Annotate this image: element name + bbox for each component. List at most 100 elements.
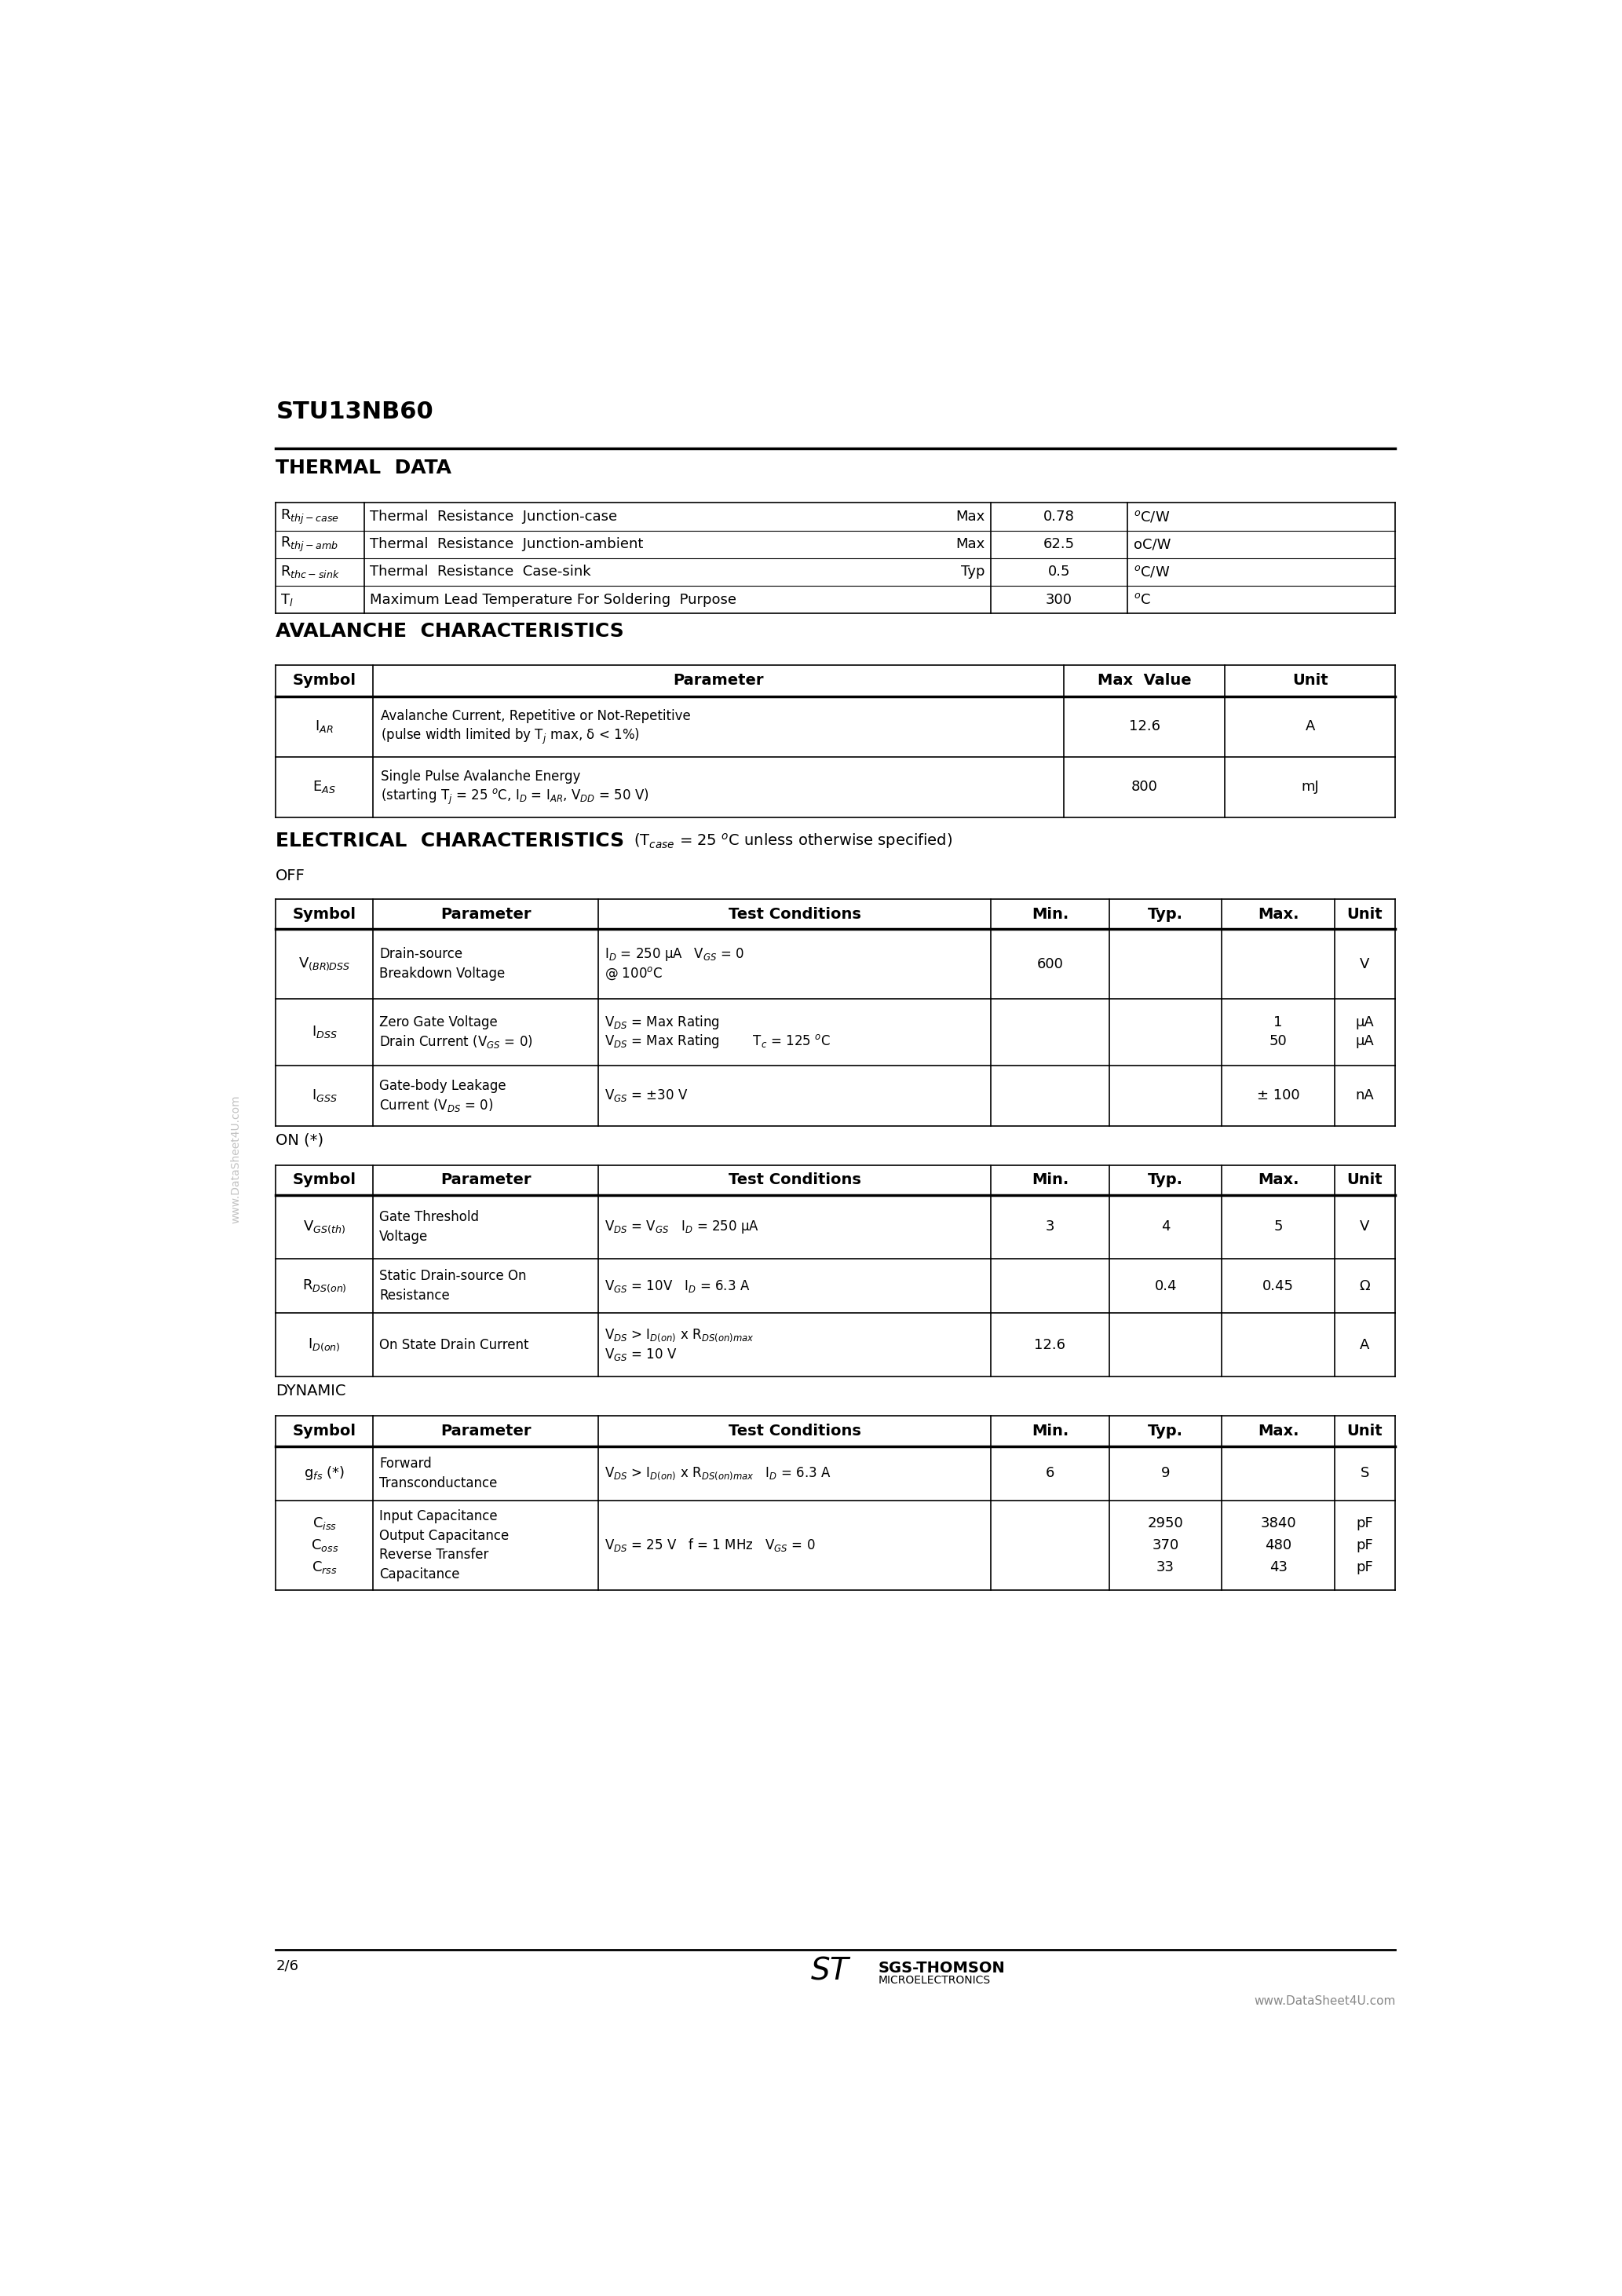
- Text: 600: 600: [1036, 957, 1064, 971]
- Text: Unit: Unit: [1346, 1173, 1384, 1187]
- Text: Unit: Unit: [1346, 907, 1384, 921]
- Text: Typ.: Typ.: [1148, 1173, 1184, 1187]
- Text: (pulse width limited by T$_j$ max, δ < 1%): (pulse width limited by T$_j$ max, δ < 1…: [381, 728, 639, 746]
- Text: I$_{GSS}$: I$_{GSS}$: [311, 1088, 337, 1104]
- Text: Parameter: Parameter: [440, 1173, 530, 1187]
- Text: V$_{GS}$ = 10V   I$_D$ = 6.3 A: V$_{GS}$ = 10V I$_D$ = 6.3 A: [605, 1279, 749, 1293]
- Text: 2950: 2950: [1148, 1515, 1184, 1531]
- Text: V$_{DS}$ = Max Rating: V$_{DS}$ = Max Rating: [605, 1013, 720, 1031]
- Text: Max  Value: Max Value: [1098, 673, 1191, 689]
- Text: R$_{thj-amb}$: R$_{thj-amb}$: [281, 535, 339, 553]
- Text: C$_{rss}$: C$_{rss}$: [311, 1559, 337, 1575]
- Text: V: V: [1359, 1219, 1369, 1233]
- Text: V$_{DS}$ = Max Rating        T$_c$ = 125 $^o$C: V$_{DS}$ = Max Rating T$_c$ = 125 $^o$C: [605, 1033, 830, 1049]
- Text: C$_{iss}$: C$_{iss}$: [311, 1515, 337, 1531]
- Text: ± 100: ± 100: [1257, 1088, 1299, 1102]
- Text: Parameter: Parameter: [673, 673, 764, 689]
- Text: I$_{D(on)}$: I$_{D(on)}$: [308, 1336, 341, 1352]
- Text: Symbol: Symbol: [292, 673, 357, 689]
- Text: THERMAL  DATA: THERMAL DATA: [276, 459, 451, 478]
- Text: Max.: Max.: [1257, 1424, 1299, 1437]
- Text: STU13NB60: STU13NB60: [276, 400, 433, 422]
- Text: Test Conditions: Test Conditions: [728, 907, 861, 921]
- Text: Output Capacitance: Output Capacitance: [380, 1529, 509, 1543]
- Text: 2/6: 2/6: [276, 1958, 298, 1972]
- Text: www.DataSheet4U.com: www.DataSheet4U.com: [1254, 1995, 1395, 2007]
- Text: 9: 9: [1161, 1467, 1169, 1481]
- Text: R$_{DS(on)}$: R$_{DS(on)}$: [302, 1279, 347, 1295]
- Text: Static Drain-source On: Static Drain-source On: [380, 1270, 527, 1283]
- Text: 300: 300: [1046, 592, 1072, 606]
- Text: 62.5: 62.5: [1043, 537, 1075, 551]
- Text: Maximum Lead Temperature For Soldering  Purpose: Maximum Lead Temperature For Soldering P…: [370, 592, 736, 606]
- Text: R$_{thc-sink}$: R$_{thc-sink}$: [281, 565, 341, 581]
- Text: $^o$C/W: $^o$C/W: [1134, 565, 1169, 579]
- Text: V: V: [1359, 957, 1369, 971]
- Text: V$_{GS(th)}$: V$_{GS(th)}$: [303, 1219, 345, 1235]
- Text: Symbol: Symbol: [292, 907, 357, 921]
- Text: S: S: [1361, 1467, 1369, 1481]
- Text: nA: nA: [1356, 1088, 1374, 1102]
- Text: V$_{(BR)DSS}$: V$_{(BR)DSS}$: [298, 955, 350, 971]
- Text: Input Capacitance: Input Capacitance: [380, 1508, 498, 1522]
- Text: pF: pF: [1356, 1538, 1374, 1552]
- Text: Min.: Min.: [1032, 1424, 1069, 1437]
- Text: Zero Gate Voltage: Zero Gate Voltage: [380, 1015, 498, 1029]
- Text: 43: 43: [1268, 1559, 1288, 1575]
- Text: μA: μA: [1356, 1035, 1374, 1049]
- Text: V$_{DS}$ > I$_{D(on)}$ x R$_{DS(on)max}$   I$_D$ = 6.3 A: V$_{DS}$ > I$_{D(on)}$ x R$_{DS(on)max}$…: [605, 1465, 830, 1481]
- Text: Min.: Min.: [1032, 907, 1069, 921]
- Text: (T$_{case}$ = 25 $^o$C unless otherwise specified): (T$_{case}$ = 25 $^o$C unless otherwise …: [629, 831, 952, 850]
- Text: A: A: [1306, 719, 1315, 735]
- Text: OFF: OFF: [276, 868, 305, 884]
- Text: 0.78: 0.78: [1043, 510, 1075, 523]
- Text: Max: Max: [955, 537, 985, 551]
- Text: SGS-THOMSON: SGS-THOMSON: [878, 1961, 1006, 1975]
- Text: 3: 3: [1046, 1219, 1054, 1233]
- Text: Parameter: Parameter: [440, 907, 530, 921]
- Text: R$_{thj-case}$: R$_{thj-case}$: [281, 507, 339, 526]
- Text: oC/W: oC/W: [1134, 537, 1171, 551]
- Text: Symbol: Symbol: [292, 1173, 357, 1187]
- Text: $^o$C/W: $^o$C/W: [1134, 510, 1169, 523]
- Text: 1: 1: [1273, 1015, 1283, 1029]
- Text: Max: Max: [955, 510, 985, 523]
- Text: V$_{DS}$ > I$_{D(on)}$ x R$_{DS(on)max}$: V$_{DS}$ > I$_{D(on)}$ x R$_{DS(on)max}$: [605, 1327, 754, 1343]
- Text: Thermal  Resistance  Junction-ambient: Thermal Resistance Junction-ambient: [370, 537, 644, 551]
- Text: 0.45: 0.45: [1262, 1279, 1294, 1293]
- Text: Voltage: Voltage: [380, 1228, 428, 1244]
- Text: On State Drain Current: On State Drain Current: [380, 1339, 529, 1352]
- Text: A: A: [1359, 1339, 1369, 1352]
- Text: V$_{DS}$ = V$_{GS}$   I$_D$ = 250 μA: V$_{DS}$ = V$_{GS}$ I$_D$ = 250 μA: [605, 1219, 759, 1235]
- Text: Symbol: Symbol: [292, 1424, 357, 1437]
- Text: (starting T$_j$ = 25 $^o$C, I$_D$ = I$_{AR}$, V$_{DD}$ = 50 V): (starting T$_j$ = 25 $^o$C, I$_D$ = I$_{…: [381, 788, 649, 806]
- Text: Transconductance: Transconductance: [380, 1476, 498, 1490]
- Text: Breakdown Voltage: Breakdown Voltage: [380, 967, 504, 980]
- Text: Min.: Min.: [1032, 1173, 1069, 1187]
- Text: Thermal  Resistance  Case-sink: Thermal Resistance Case-sink: [370, 565, 590, 579]
- Text: Test Conditions: Test Conditions: [728, 1424, 861, 1437]
- Text: 800: 800: [1131, 781, 1158, 794]
- Text: Avalanche Current, Repetitive or Not-Repetitive: Avalanche Current, Repetitive or Not-Rep…: [381, 709, 691, 723]
- Text: Forward: Forward: [380, 1456, 431, 1472]
- Text: E$_{AS}$: E$_{AS}$: [313, 778, 336, 794]
- Text: AVALANCHE  CHARACTERISTICS: AVALANCHE CHARACTERISTICS: [276, 622, 624, 641]
- Text: $\mathbf{\mathit{ST}}$: $\mathbf{\mathit{ST}}$: [811, 1956, 852, 1986]
- Text: mJ: mJ: [1301, 781, 1319, 794]
- Text: ON (*): ON (*): [276, 1132, 324, 1148]
- Text: Typ.: Typ.: [1148, 907, 1184, 921]
- Text: C$_{oss}$: C$_{oss}$: [310, 1538, 339, 1552]
- Text: Unit: Unit: [1346, 1424, 1384, 1437]
- Text: 50: 50: [1270, 1035, 1288, 1049]
- Text: 12.6: 12.6: [1035, 1339, 1066, 1352]
- Text: 370: 370: [1152, 1538, 1179, 1552]
- Text: 480: 480: [1265, 1538, 1291, 1552]
- Text: www.DataSheet4U.com: www.DataSheet4U.com: [230, 1095, 242, 1224]
- Text: I$_{DSS}$: I$_{DSS}$: [311, 1024, 337, 1040]
- Text: Typ: Typ: [960, 565, 985, 579]
- Text: 6: 6: [1046, 1467, 1054, 1481]
- Text: $^o$C: $^o$C: [1134, 592, 1152, 606]
- Text: Test Conditions: Test Conditions: [728, 1173, 861, 1187]
- Text: 33: 33: [1156, 1559, 1174, 1575]
- Text: Unit: Unit: [1293, 673, 1328, 689]
